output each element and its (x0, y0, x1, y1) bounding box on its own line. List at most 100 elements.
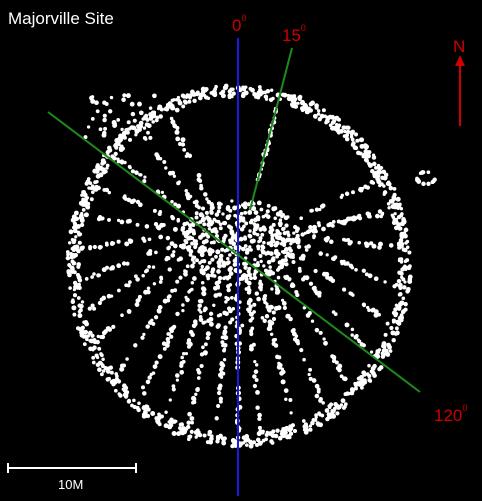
stone-dot (226, 288, 230, 292)
stone-dot (288, 277, 292, 281)
stone-dot (132, 399, 136, 403)
stone-dot (116, 263, 121, 268)
stone-dot (83, 193, 88, 198)
stone-dot (345, 261, 350, 266)
stone-dot (106, 369, 111, 374)
stone-dot (407, 289, 411, 293)
stone-dot (204, 342, 208, 346)
stone-dot (216, 436, 221, 441)
stone-dot (318, 117, 322, 121)
stone-dot (105, 377, 109, 381)
stone-dot (81, 300, 84, 303)
stone-dot (217, 391, 221, 395)
stone-dot (256, 438, 261, 443)
stone-dot (102, 131, 106, 135)
stone-dot (181, 137, 186, 142)
stone-dot (151, 120, 155, 124)
stone-dot (372, 162, 376, 166)
stone-dot (97, 347, 101, 351)
stone-dot (187, 100, 191, 104)
stone-dot (210, 258, 214, 262)
stone-dot (257, 200, 262, 205)
stone-dot (379, 365, 384, 370)
stone-dot (297, 95, 302, 100)
stone-dot (127, 399, 131, 403)
stone-dot (172, 124, 177, 129)
stone-dot (256, 261, 259, 264)
stone-dot (248, 267, 251, 270)
stone-dot (232, 307, 236, 311)
stone-dot (351, 328, 355, 332)
stone-dot (176, 219, 180, 223)
stone-dot (188, 236, 193, 241)
stone-dot (201, 345, 205, 349)
stone-dot (218, 373, 222, 377)
stone-dot (73, 293, 77, 297)
stone-dot (88, 331, 93, 336)
stone-dot (170, 241, 175, 246)
stone-dot (161, 191, 164, 194)
stone-dot (219, 254, 224, 259)
stone-dot (85, 277, 89, 281)
stone-dot (278, 261, 282, 265)
stone-dot (247, 301, 251, 305)
stone-dot (78, 310, 81, 313)
stone-dot (195, 216, 199, 220)
stone-dot (321, 227, 326, 232)
stone-dot (233, 259, 238, 264)
stone-dot (166, 337, 170, 341)
stone-dot (277, 365, 282, 370)
stone-dot (420, 171, 424, 175)
stone-dot (393, 313, 397, 317)
stone-dot (285, 314, 290, 319)
stone-dot (317, 221, 321, 225)
stone-dot (345, 192, 350, 197)
stone-dot (248, 229, 251, 232)
stone-dot (268, 265, 272, 269)
stone-dot (185, 352, 188, 355)
stone-dot (158, 114, 163, 119)
stone-dot (259, 429, 263, 433)
stone-dot (127, 309, 132, 314)
stone-dot (187, 412, 192, 417)
stone-dot (124, 128, 128, 132)
stone-dot (270, 238, 274, 242)
stone-dot (152, 265, 155, 268)
stone-dot (295, 226, 300, 231)
stone-dot (248, 308, 252, 312)
stone-dot (219, 226, 223, 230)
stone-dot (164, 166, 167, 169)
stone-dot (151, 115, 154, 118)
stone-dot (113, 122, 117, 126)
stone-dot (227, 260, 231, 264)
stone-dot (102, 118, 106, 122)
stone-dot (141, 385, 145, 389)
stone-dot (313, 269, 317, 273)
stone-dot (229, 87, 233, 91)
stone-dot (73, 281, 77, 285)
stone-dot (189, 330, 194, 335)
bearing-label-15: 150 (282, 27, 306, 44)
stone-dot (310, 101, 315, 106)
stone-dot (343, 130, 346, 133)
stone-dot (195, 239, 198, 242)
stone-dot (342, 260, 346, 264)
stone-dot (259, 208, 263, 212)
stone-dot (346, 126, 350, 130)
stone-dot (78, 241, 82, 245)
stone-dot (254, 95, 257, 98)
stone-dot (91, 356, 95, 360)
stone-dot (377, 245, 382, 250)
stone-dot (101, 358, 104, 361)
stone-dot (98, 301, 102, 305)
stone-dot (82, 208, 86, 212)
stone-dot (256, 297, 261, 302)
stone-dot (265, 302, 268, 305)
stone-dot (310, 209, 314, 213)
stone-dot (393, 193, 397, 197)
stone-dot (175, 136, 180, 141)
stone-dot (230, 199, 233, 202)
stone-dot (228, 253, 232, 257)
stone-dot (363, 185, 367, 189)
stone-dot (314, 418, 318, 422)
